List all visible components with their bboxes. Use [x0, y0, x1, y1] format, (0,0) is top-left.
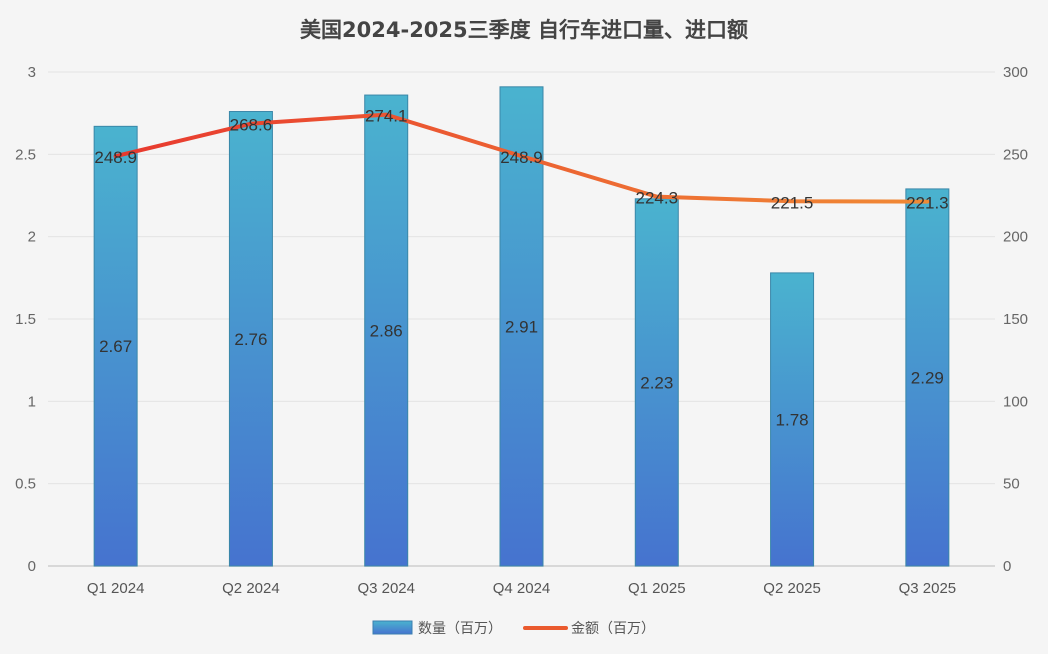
bar[interactable] — [93, 125, 138, 567]
line-value-label: 274.1 — [365, 107, 408, 126]
x-tick-label: Q2 2025 — [763, 580, 821, 597]
legend-item-amount[interactable]: 金额（百万） — [523, 621, 655, 637]
y-right-tick-label: 150 — [1003, 311, 1028, 328]
y-right-tick-label: 200 — [1003, 229, 1028, 246]
line-value-label: 268.6 — [230, 116, 273, 135]
bar-value-label: 2.86 — [370, 322, 403, 341]
y-right-tick-label: 100 — [1003, 393, 1028, 410]
y-left-tick-label: 0.5 — [15, 476, 36, 493]
bar[interactable] — [364, 94, 409, 567]
line-value-label: 221.5 — [771, 193, 814, 212]
y-right-tick-label: 0 — [1003, 558, 1011, 575]
x-tick-label: Q1 2025 — [628, 580, 686, 597]
line-series — [113, 112, 930, 204]
bar-value-label: 2.76 — [234, 330, 267, 349]
bar-value-label: 1.78 — [776, 410, 809, 429]
line-value-label: 224.3 — [636, 189, 679, 208]
bar-series — [93, 86, 950, 567]
line-value-label: 221.3 — [906, 194, 949, 213]
line-data-labels: 248.9 268.6 274.1 248.9 224.3 221.5 221.3 — [94, 107, 948, 213]
bar-value-label: 2.67 — [99, 337, 132, 356]
line-value-label: 248.9 — [94, 148, 137, 167]
legend-item-quantity[interactable]: 数量（百万） — [372, 620, 502, 637]
y-left-tick-label: 1.5 — [15, 311, 36, 328]
bar-value-label: 2.23 — [640, 373, 673, 392]
y-right-tick-label: 250 — [1003, 146, 1028, 163]
x-tick-label: Q2 2024 — [222, 580, 280, 597]
bar[interactable] — [770, 272, 815, 567]
bar[interactable] — [228, 111, 273, 567]
bar[interactable] — [499, 86, 544, 567]
legend-bar-swatch — [372, 620, 413, 635]
x-tick-label: Q3 2025 — [899, 580, 957, 597]
y-axis-left: 0 0.5 1 1.5 2 2.5 3 — [15, 64, 36, 575]
x-axis: Q1 2024 Q2 2024 Q3 2024 Q4 2024 Q1 2025 Q2 20… — [87, 580, 956, 597]
x-tick-label: Q4 2024 — [493, 580, 551, 597]
amount-line[interactable] — [113, 112, 930, 204]
y-axis-right: 0 50 100 150 200 250 300 — [1003, 64, 1028, 575]
legend[interactable]: 数量（百万） 金额（百万） — [372, 620, 655, 637]
chart-title: 美国2024-2025三季度 自行车进口量、进口额 — [300, 18, 748, 42]
legend-label-quantity: 数量（百万） — [418, 621, 502, 637]
line-value-label: 248.9 — [500, 148, 543, 167]
bar-data-labels: 2.67 2.76 2.86 2.91 2.23 1.78 2.29 — [99, 317, 944, 429]
y-left-tick-label: 1 — [28, 393, 36, 410]
y-right-tick-label: 50 — [1003, 476, 1020, 493]
y-right-tick-label: 300 — [1003, 64, 1028, 81]
bar-value-label: 2.29 — [911, 368, 944, 387]
bar[interactable] — [905, 188, 950, 567]
y-left-tick-label: 2 — [28, 229, 36, 246]
y-left-tick-label: 3 — [28, 64, 36, 81]
y-left-tick-label: 0 — [28, 558, 36, 575]
bar-value-label: 2.91 — [505, 317, 538, 336]
y-left-tick-label: 2.5 — [15, 146, 36, 163]
x-tick-label: Q3 2024 — [357, 580, 415, 597]
legend-label-amount: 金额（百万） — [571, 621, 655, 637]
bar[interactable] — [634, 198, 679, 567]
x-tick-label: Q1 2024 — [87, 580, 145, 597]
